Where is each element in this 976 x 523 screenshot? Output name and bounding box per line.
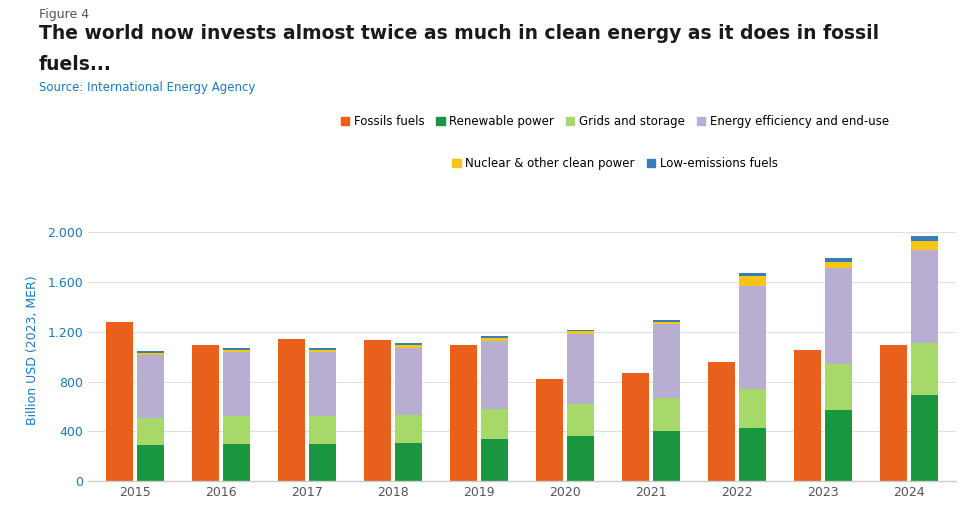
- Bar: [825, 258, 852, 262]
- Bar: [825, 262, 852, 268]
- Bar: [450, 345, 477, 481]
- Bar: [223, 348, 251, 349]
- Bar: [567, 332, 594, 334]
- Bar: [481, 409, 508, 439]
- Bar: [137, 351, 164, 353]
- Bar: [653, 431, 680, 481]
- Text: Figure 4: Figure 4: [39, 8, 89, 21]
- Bar: [308, 353, 337, 416]
- Bar: [308, 348, 337, 349]
- Bar: [825, 268, 852, 364]
- Bar: [308, 416, 337, 444]
- Bar: [536, 379, 563, 481]
- Bar: [395, 348, 423, 415]
- Bar: [481, 341, 508, 409]
- Text: Source: International Energy Agency: Source: International Energy Agency: [39, 81, 256, 94]
- Bar: [481, 336, 508, 338]
- Bar: [364, 340, 391, 481]
- Bar: [653, 322, 680, 324]
- Bar: [739, 428, 766, 481]
- Bar: [567, 329, 594, 332]
- Bar: [880, 345, 908, 481]
- Bar: [567, 334, 594, 404]
- Bar: [825, 410, 852, 481]
- Bar: [911, 236, 938, 242]
- Bar: [308, 349, 337, 353]
- Bar: [825, 364, 852, 410]
- Bar: [106, 322, 134, 481]
- Bar: [137, 418, 164, 445]
- Bar: [481, 439, 508, 481]
- Bar: [653, 324, 680, 397]
- Bar: [793, 350, 822, 481]
- Bar: [395, 343, 423, 345]
- Bar: [653, 397, 680, 431]
- Legend: Nuclear & other clean power, Low-emissions fuels: Nuclear & other clean power, Low-emissio…: [448, 152, 782, 175]
- Bar: [137, 356, 164, 418]
- Bar: [395, 443, 423, 481]
- Bar: [395, 345, 423, 348]
- Bar: [223, 353, 251, 416]
- Bar: [911, 242, 938, 249]
- Bar: [739, 286, 766, 389]
- Bar: [567, 404, 594, 436]
- Text: The world now invests almost twice as much in clean energy as it does in fossil: The world now invests almost twice as mu…: [39, 24, 879, 42]
- Bar: [739, 274, 766, 276]
- Bar: [567, 436, 594, 481]
- Bar: [911, 249, 938, 343]
- Bar: [481, 338, 508, 341]
- Bar: [137, 445, 164, 481]
- Bar: [278, 339, 305, 481]
- Bar: [739, 276, 766, 286]
- Bar: [708, 361, 736, 481]
- Bar: [622, 373, 649, 481]
- Bar: [223, 445, 251, 481]
- Bar: [911, 343, 938, 395]
- Bar: [223, 349, 251, 353]
- Text: fuels...: fuels...: [39, 55, 112, 74]
- Bar: [223, 416, 251, 445]
- Bar: [137, 353, 164, 356]
- Y-axis label: Billion USD (2023, MER): Billion USD (2023, MER): [25, 276, 39, 425]
- Legend: Fossils fuels, Renewable power, Grids and storage, Energy efficiency and end-use: Fossils fuels, Renewable power, Grids an…: [336, 110, 894, 133]
- Bar: [308, 444, 337, 481]
- Bar: [192, 345, 220, 481]
- Bar: [395, 415, 423, 443]
- Bar: [911, 395, 938, 481]
- Bar: [653, 320, 680, 322]
- Bar: [739, 389, 766, 428]
